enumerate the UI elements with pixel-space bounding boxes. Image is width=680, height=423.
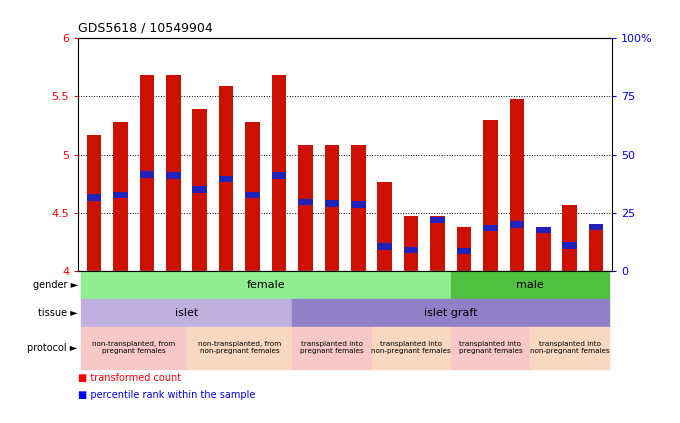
- Bar: [562, 205, 577, 271]
- Bar: [324, 145, 339, 271]
- Bar: [324, 200, 339, 206]
- Bar: [404, 216, 418, 271]
- Bar: [483, 225, 498, 231]
- Text: non-transplanted, from
pregnant females: non-transplanted, from pregnant females: [92, 341, 175, 354]
- Bar: [166, 75, 181, 271]
- Bar: [430, 216, 445, 271]
- Text: transplanted into
pregnant females: transplanted into pregnant females: [458, 341, 522, 354]
- Text: transplanted into
non-pregnant females: transplanted into non-pregnant females: [371, 341, 451, 354]
- Bar: [377, 243, 392, 250]
- Text: protocol ►: protocol ►: [27, 343, 78, 353]
- Text: tissue ►: tissue ►: [38, 308, 78, 318]
- Bar: [81, 327, 186, 369]
- Bar: [430, 217, 445, 223]
- Text: islet: islet: [175, 308, 198, 318]
- Bar: [87, 195, 101, 201]
- Bar: [483, 120, 498, 271]
- Bar: [272, 172, 286, 179]
- Bar: [81, 299, 292, 327]
- Bar: [457, 248, 471, 254]
- Text: islet graft: islet graft: [424, 308, 477, 318]
- Bar: [377, 182, 392, 271]
- Bar: [530, 327, 609, 369]
- Text: non-transplanted, from
non-pregnant females: non-transplanted, from non-pregnant fema…: [198, 341, 281, 354]
- Bar: [192, 109, 207, 271]
- Text: ■ percentile rank within the sample: ■ percentile rank within the sample: [78, 390, 255, 400]
- Bar: [87, 135, 101, 271]
- Bar: [589, 223, 603, 230]
- Bar: [113, 122, 128, 271]
- Bar: [509, 221, 524, 228]
- Bar: [186, 327, 292, 369]
- Bar: [139, 171, 154, 178]
- Bar: [589, 227, 603, 271]
- Bar: [299, 145, 313, 271]
- Bar: [272, 75, 286, 271]
- Bar: [299, 199, 313, 206]
- Bar: [509, 99, 524, 271]
- Text: female: female: [247, 280, 285, 290]
- Text: gender ►: gender ►: [33, 280, 78, 290]
- Text: transplanted into
pregnant females: transplanted into pregnant females: [300, 341, 364, 354]
- Bar: [371, 327, 451, 369]
- Bar: [292, 327, 371, 369]
- Bar: [192, 186, 207, 192]
- Bar: [166, 172, 181, 179]
- Bar: [404, 247, 418, 253]
- Bar: [113, 192, 128, 198]
- Bar: [536, 230, 551, 271]
- Bar: [219, 176, 233, 182]
- Bar: [457, 227, 471, 271]
- Bar: [351, 145, 366, 271]
- Bar: [451, 327, 530, 369]
- Bar: [351, 201, 366, 208]
- Text: ■ transformed count: ■ transformed count: [78, 373, 181, 383]
- Bar: [451, 271, 609, 299]
- Text: transplanted into
non-pregnant females: transplanted into non-pregnant females: [530, 341, 609, 354]
- Bar: [245, 122, 260, 271]
- Bar: [81, 271, 451, 299]
- Bar: [536, 227, 551, 233]
- Bar: [245, 192, 260, 198]
- Bar: [219, 86, 233, 271]
- Text: GDS5618 / 10549904: GDS5618 / 10549904: [78, 22, 213, 35]
- Bar: [562, 242, 577, 249]
- Bar: [139, 75, 154, 271]
- Text: male: male: [516, 280, 544, 290]
- Bar: [292, 299, 609, 327]
